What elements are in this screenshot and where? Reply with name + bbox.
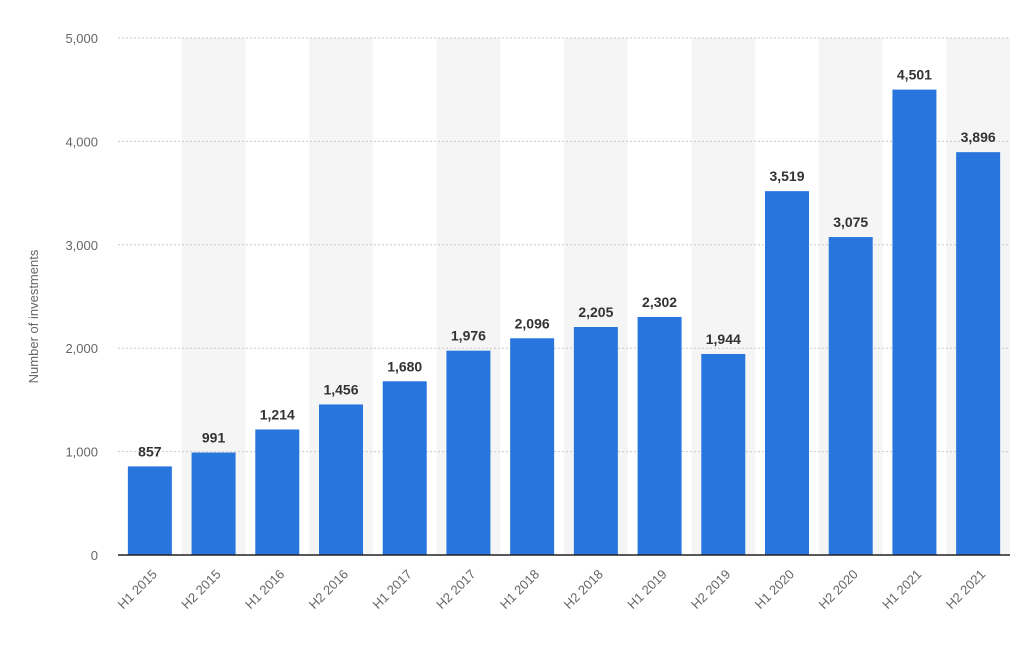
y-tick-label: 2,000 xyxy=(65,341,98,356)
y-tick-label: 5,000 xyxy=(65,31,98,46)
bars xyxy=(127,89,1001,556)
x-tick-label: H1 2019 xyxy=(624,567,669,612)
bar xyxy=(446,350,491,555)
x-tick-label: H1 2015 xyxy=(115,567,160,612)
bar xyxy=(637,316,682,555)
y-tick-label: 0 xyxy=(91,548,98,563)
data-label: 1,214 xyxy=(260,406,295,422)
x-tick-label: H2 2017 xyxy=(433,567,478,612)
y-axis-ticks: 0 1,000 2,000 3,000 4,000 5,000 xyxy=(65,31,98,563)
x-tick-label: H2 2015 xyxy=(178,567,223,612)
x-tick-label: H1 2017 xyxy=(369,567,414,612)
bar xyxy=(701,353,746,555)
bar xyxy=(573,327,618,555)
data-label: 991 xyxy=(202,430,226,446)
x-tick-label: H2 2018 xyxy=(561,567,606,612)
x-tick-label: H2 2016 xyxy=(306,567,351,612)
x-tick-label: H1 2020 xyxy=(752,567,797,612)
bar xyxy=(319,404,363,555)
bar xyxy=(255,429,300,555)
bar xyxy=(510,338,555,555)
data-label: 3,075 xyxy=(833,214,868,230)
data-label: 3,896 xyxy=(961,129,996,145)
data-labels: 857 991 1,214 1,456 1,680 1,976 2,096 2,205 2,30… xyxy=(138,67,996,460)
data-label: 3,519 xyxy=(769,168,804,184)
data-label: 1,944 xyxy=(706,331,741,347)
bar xyxy=(765,191,809,555)
data-label: 2,302 xyxy=(642,294,677,310)
data-label: 2,096 xyxy=(515,315,550,331)
x-tick-label: H1 2016 xyxy=(242,567,287,612)
bar xyxy=(956,152,1001,555)
x-tick-label: H2 2021 xyxy=(943,567,988,612)
bar xyxy=(382,381,427,555)
y-tick-label: 1,000 xyxy=(65,445,98,460)
bar xyxy=(828,237,873,556)
y-tick-label: 4,000 xyxy=(65,134,98,149)
y-tick-label: 3,000 xyxy=(65,238,98,253)
bar xyxy=(892,89,937,555)
data-label: 1,680 xyxy=(387,358,422,374)
data-label: 4,501 xyxy=(897,67,932,83)
bar xyxy=(127,466,172,555)
y-axis-label: Number of investments xyxy=(26,249,41,383)
bar xyxy=(191,452,236,555)
data-label: 1,976 xyxy=(451,328,486,344)
data-label: 1,456 xyxy=(323,381,358,397)
x-tick-label: H1 2021 xyxy=(879,567,924,612)
x-axis-ticks: H1 2015 H2 2015 H1 2016 H2 2016 H1 2017 H2 20… xyxy=(115,567,989,612)
x-tick-label: H2 2020 xyxy=(815,567,860,612)
x-tick-label: H1 2018 xyxy=(497,567,542,612)
data-label: 2,205 xyxy=(578,304,613,320)
data-label: 857 xyxy=(138,443,162,459)
x-tick-label: H2 2019 xyxy=(688,567,733,612)
